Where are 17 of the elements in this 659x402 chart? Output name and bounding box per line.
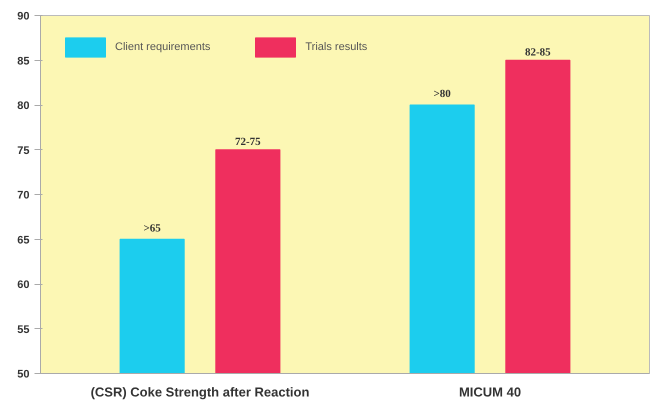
y-tick-label: 55 [17,324,30,336]
data-label: 82-85 [525,46,552,58]
y-tick-label: 70 [17,190,30,202]
y-tick-label: 50 [17,368,30,380]
y-tick-label: 60 [17,279,30,291]
data-label: 72-75 [235,136,262,148]
x-tick-label: MICUM 40 [458,384,522,400]
y-tick-label: 90 [17,10,30,22]
legend-label: Trials results [305,41,368,53]
y-tick-label: 80 [17,100,30,112]
y-tick-label: 85 [17,55,30,68]
legend-label: Client requirements [115,41,210,53]
y-tick-label: 75 [17,144,30,157]
y-tick-label: 65 [17,234,30,246]
data-label: >80 [434,88,452,100]
data-label: >65 [144,222,162,234]
x-tick-label: (CSR) Coke Strength after Reaction [90,384,310,400]
